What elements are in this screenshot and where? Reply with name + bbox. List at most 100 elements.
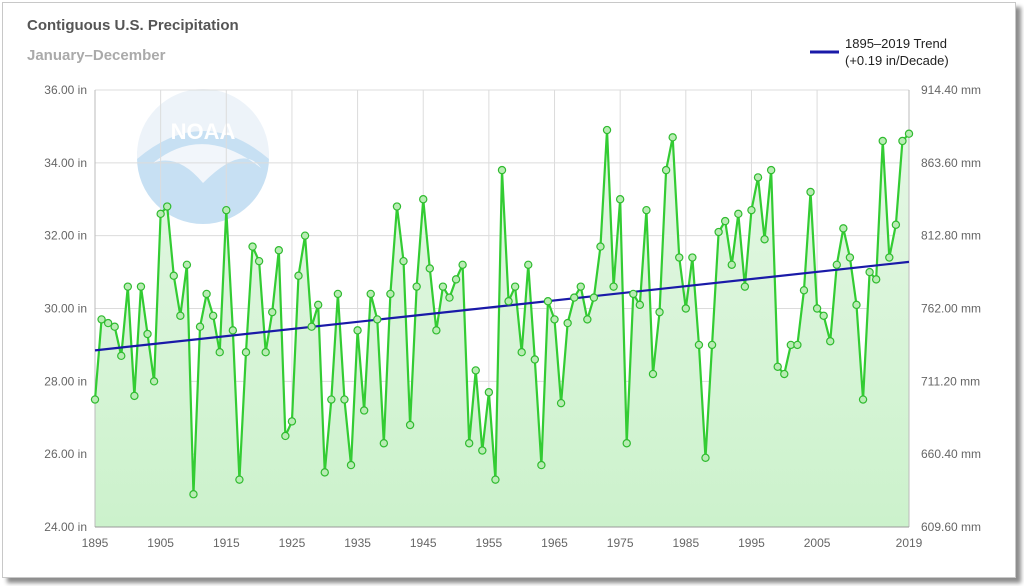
data-point-1992 — [727, 260, 736, 269]
data-point-1905 — [156, 209, 165, 219]
data-point-1958 — [504, 297, 513, 306]
data-point-1941 — [392, 202, 402, 211]
data-point-1979 — [642, 205, 651, 215]
data-point-2017 — [891, 220, 901, 229]
data-point-1922 — [268, 307, 277, 317]
data-point-1980 — [648, 369, 658, 379]
data-point-1935 — [353, 326, 362, 335]
data-point-1916 — [228, 326, 238, 335]
x-tick-label-7: 1965 — [541, 536, 568, 550]
data-point-1996 — [753, 173, 763, 182]
data-point-1999 — [773, 362, 782, 371]
data-point-1927 — [300, 231, 310, 240]
data-point-1967 — [563, 318, 572, 328]
data-point-2006 — [819, 311, 828, 320]
data-point-1942 — [399, 256, 408, 266]
data-point-1962 — [530, 355, 540, 364]
y-tick-label-left-0: 24.00 in — [44, 520, 87, 534]
x-tick-label-0: 1895 — [82, 536, 109, 550]
data-point-1924 — [281, 431, 290, 441]
data-point-1989 — [707, 340, 717, 350]
data-point-1993 — [734, 209, 743, 219]
data-point-1998 — [766, 165, 776, 175]
data-point-1914 — [215, 348, 224, 357]
data-point-1990 — [714, 227, 723, 237]
x-tick-label-5: 1945 — [410, 536, 437, 550]
data-point-1923 — [274, 246, 284, 255]
data-point-2008 — [832, 260, 841, 269]
data-point-1913 — [208, 311, 218, 320]
x-tick-label-12: 2019 — [896, 536, 923, 550]
data-point-1932 — [333, 289, 343, 299]
data-point-1991 — [720, 216, 730, 226]
data-point-1966 — [556, 398, 566, 408]
data-point-2002 — [793, 340, 802, 350]
trend-line — [94, 260, 910, 352]
x-tick-label-6: 1955 — [476, 536, 503, 550]
data-point-1977 — [629, 289, 638, 299]
data-point-2009 — [839, 224, 848, 233]
data-point-1970 — [583, 315, 592, 324]
data-point-1898 — [110, 322, 119, 331]
data-point-1928 — [307, 322, 316, 331]
data-point-2012 — [858, 395, 868, 404]
y-tick-label-right-0: 609.60 mm — [921, 520, 981, 534]
data-point-2011 — [852, 300, 861, 310]
data-point-1897 — [103, 318, 113, 328]
y-tick-label-left-5: 34.00 in — [44, 156, 87, 170]
y-tick-label-right-4: 812.80 mm — [921, 229, 981, 243]
data-point-1959 — [510, 282, 520, 291]
chart-subtitle: January–December — [27, 47, 166, 64]
data-point-1925 — [287, 417, 297, 426]
data-point-1951 — [458, 260, 467, 269]
chart-frame: Contiguous U.S. Precipitation January–De… — [2, 2, 1016, 578]
data-point-1978 — [635, 300, 645, 310]
data-point-1945 — [419, 195, 428, 204]
data-point-2003 — [799, 286, 809, 295]
data-point-1900 — [123, 282, 133, 291]
data-point-1985 — [681, 304, 691, 313]
data-point-1907 — [169, 271, 178, 280]
data-point-1946 — [425, 264, 434, 273]
y-tick-label-right-1: 660.40 mm — [921, 447, 981, 461]
y-tick-label-right-6: 914.40 mm — [921, 83, 981, 97]
data-point-1918 — [241, 348, 251, 357]
x-tick-label-9: 1985 — [672, 536, 699, 550]
data-point-1995 — [747, 205, 756, 215]
data-point-1963 — [537, 460, 546, 470]
data-point-1960 — [517, 348, 526, 357]
data-point-2019 — [904, 129, 914, 138]
x-tick-label-2: 1915 — [213, 536, 240, 550]
y-tick-label-left-6: 36.00 in — [44, 83, 87, 97]
legend-trend-rate: (+0.19 in/Decade) — [845, 53, 949, 68]
legend: 1895–2019 Trend (+0.19 in/Decade) — [810, 36, 949, 68]
data-point-1997 — [760, 235, 769, 244]
data-point-1909 — [182, 260, 192, 269]
x-tick-label-10: 1995 — [738, 536, 765, 550]
data-point-1950 — [451, 275, 461, 284]
data-point-1981 — [655, 307, 664, 317]
data-point-1971 — [589, 293, 599, 302]
x-tick-label-8: 1975 — [607, 536, 634, 550]
data-point-1976 — [622, 439, 631, 448]
data-point-1994 — [740, 282, 750, 291]
data-point-1986 — [688, 253, 697, 262]
data-point-2005 — [812, 304, 822, 313]
data-point-1954 — [478, 446, 487, 455]
data-point-2016 — [885, 253, 894, 262]
data-point-1957 — [497, 165, 507, 175]
y-tick-label-right-2: 711.20 mm — [921, 374, 980, 388]
y-tick-label-left-4: 32.00 in — [44, 229, 87, 243]
noaa-logo: NOAA — [137, 89, 269, 224]
data-point-1934 — [346, 460, 356, 470]
data-point-1984 — [675, 253, 684, 262]
data-point-1988 — [701, 453, 710, 463]
data-point-1955 — [484, 388, 494, 397]
data-point-1906 — [163, 202, 172, 211]
data-point-1952 — [464, 439, 474, 448]
data-point-1987 — [694, 340, 704, 350]
data-point-1964 — [543, 297, 553, 306]
precipitation-area — [95, 130, 909, 527]
x-tick-label-3: 1925 — [279, 536, 306, 550]
data-point-1943 — [405, 420, 415, 430]
